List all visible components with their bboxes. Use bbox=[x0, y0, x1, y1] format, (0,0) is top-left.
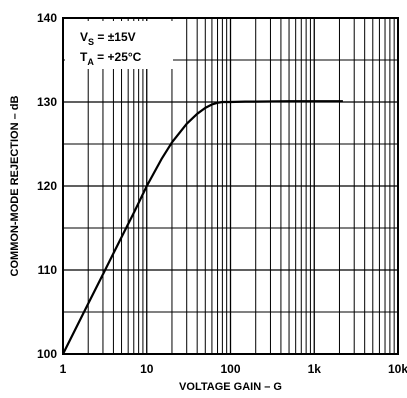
grid-lines bbox=[63, 18, 398, 354]
y-tick-labels: 100 110 120 130 140 bbox=[37, 11, 57, 361]
x-tick-label: 10k bbox=[388, 362, 407, 376]
y-tick-label: 110 bbox=[38, 263, 58, 277]
vs-subscript: S bbox=[88, 37, 94, 47]
supply-voltage-annotation: VS = ±15V bbox=[80, 30, 136, 47]
vs-symbol: V bbox=[80, 30, 88, 44]
temperature-annotation: TA = +25°C bbox=[80, 50, 142, 67]
x-tick-label: 1k bbox=[308, 362, 322, 376]
annotation-background bbox=[65, 21, 173, 69]
series-layer bbox=[62, 100, 343, 355]
series-line bbox=[62, 100, 343, 355]
conditions-annotation: VS = ±15V TA = +25°C bbox=[65, 21, 173, 69]
vs-value: = ±15V bbox=[94, 30, 136, 44]
ta-value: = +25°C bbox=[94, 50, 142, 64]
y-tick-label: 140 bbox=[37, 11, 57, 25]
y-tick-label: 100 bbox=[37, 347, 57, 361]
ta-symbol: T bbox=[80, 50, 88, 64]
x-tick-label: 10 bbox=[140, 362, 154, 376]
x-tick-label: 1 bbox=[60, 362, 67, 376]
ta-subscript: A bbox=[87, 57, 94, 67]
y-tick-label: 130 bbox=[37, 95, 57, 109]
y-tick-label: 120 bbox=[37, 179, 57, 193]
plot-frame bbox=[62, 17, 399, 355]
x-tick-labels: 1 10 100 1k 10k bbox=[60, 362, 407, 376]
x-axis-title: VOLTAGE GAIN – G bbox=[179, 381, 282, 393]
x-tick-label: 100 bbox=[220, 362, 240, 376]
y-axis-title: COMMON-MODE REJECTION – dB bbox=[9, 96, 21, 277]
